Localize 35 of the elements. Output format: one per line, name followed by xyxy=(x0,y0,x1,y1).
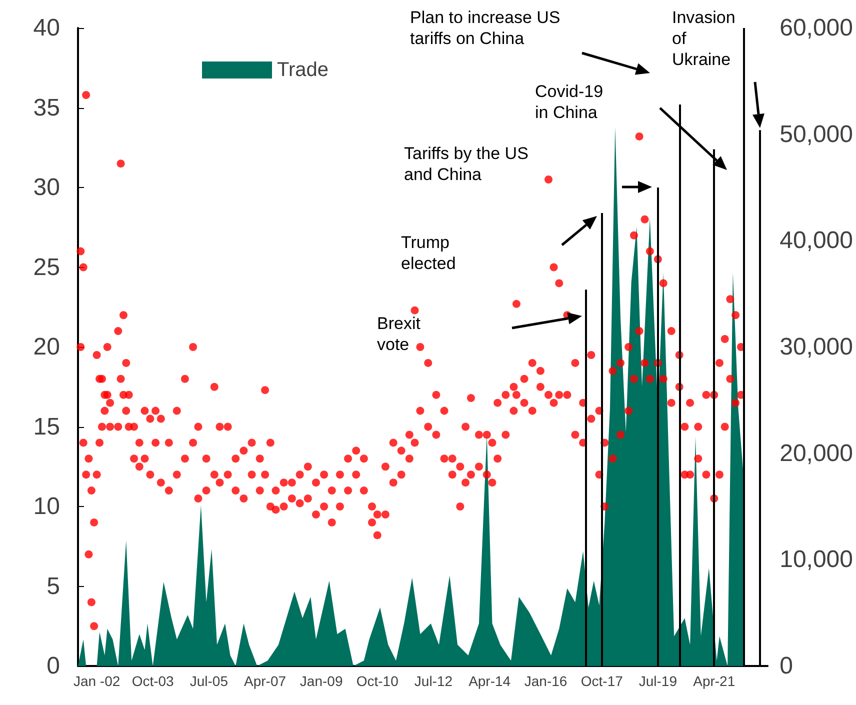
y-tick-label: 15 xyxy=(33,413,60,440)
y2-tick-label: 20,000 xyxy=(780,440,853,467)
annotation: Tariffs by the US and China xyxy=(404,143,528,185)
y-tick-label: 25 xyxy=(33,254,60,281)
y-tick-label: 20 xyxy=(33,334,60,360)
y2-tick-label: 10,000 xyxy=(780,546,853,574)
y2-tick-label: 50,000 xyxy=(780,120,853,148)
y-tick-label: 10 xyxy=(33,493,60,520)
legend-label: Trade xyxy=(277,59,329,81)
y-tick-label: 5 xyxy=(46,572,60,600)
annotation: Covid-19 in China xyxy=(535,81,604,123)
annotation: Plan to increase US tariffs on China xyxy=(410,7,560,49)
annotation: Invasion of Ukraine xyxy=(672,7,736,70)
x-tick-label: Apr-07 xyxy=(244,673,286,689)
x-tick-label: Apr-21 xyxy=(693,673,736,689)
y2-tick-label: 40,000 xyxy=(780,227,853,254)
x-tick-label: Oct-10 xyxy=(356,673,399,689)
x-tick-label: Jul-12 xyxy=(414,673,453,689)
x-tick-label: Jan -02 xyxy=(73,673,120,689)
y-tick-label: 0 xyxy=(46,652,60,680)
y-tick-label: 35 xyxy=(33,94,60,122)
x-tick-label: Jan-16 xyxy=(524,673,568,689)
x-tick-label: Oct-17 xyxy=(580,673,624,689)
x-tick-label: Jul-19 xyxy=(638,673,678,689)
x-tick-label: Oct-03 xyxy=(132,673,174,689)
x-tick-label: Jan-09 xyxy=(300,673,343,689)
x-tick-label: Apr-14 xyxy=(468,673,511,689)
y-tick-label: 40 xyxy=(33,14,60,42)
annotation: Trump elected xyxy=(401,232,456,274)
x-tick-label: Jul-05 xyxy=(190,673,228,689)
y2-tick-label: 0 xyxy=(780,652,793,680)
y2-tick-label: 30,000 xyxy=(780,334,853,360)
annotation: Brexit vote xyxy=(377,313,420,355)
y-tick-label: 30 xyxy=(33,174,60,201)
y2-tick-label: 60,000 xyxy=(780,14,853,42)
